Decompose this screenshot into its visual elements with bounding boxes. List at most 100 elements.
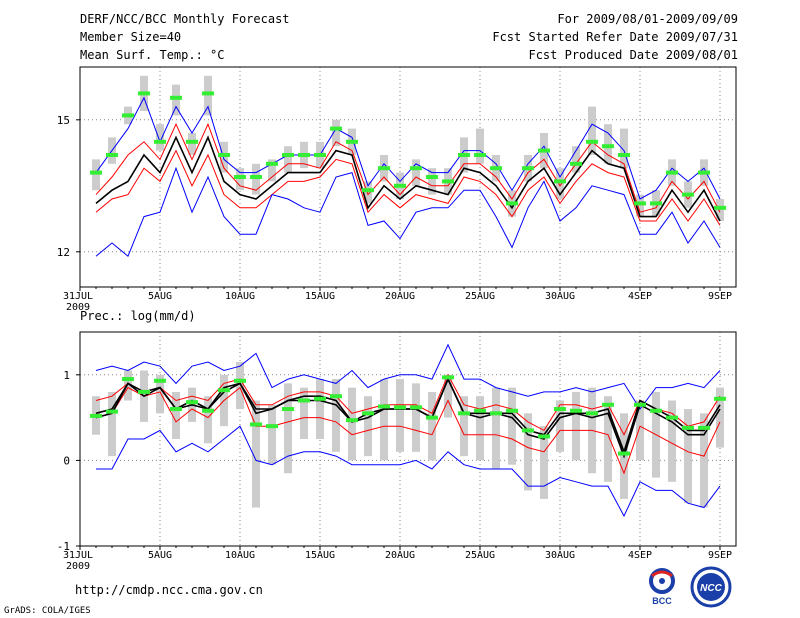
observed-marker bbox=[266, 161, 278, 166]
spread-box bbox=[236, 168, 244, 191]
observed-marker bbox=[506, 201, 518, 206]
observed-marker bbox=[106, 153, 118, 157]
spread-box bbox=[156, 124, 164, 151]
spread-box bbox=[188, 133, 196, 155]
x-tick-label: 15AUG bbox=[305, 291, 335, 302]
observed-marker bbox=[554, 179, 566, 184]
observed-marker bbox=[330, 394, 342, 399]
x-tick-label: 30AUG bbox=[545, 291, 575, 302]
observed-marker bbox=[714, 205, 726, 210]
forecast-period: For 2009/08/01-2009/09/09 bbox=[557, 12, 738, 26]
ncc-logo-text: NCC bbox=[700, 583, 722, 594]
spread-box bbox=[268, 159, 276, 182]
x-tick-label: 30AUG bbox=[545, 550, 575, 561]
observed-marker bbox=[442, 375, 454, 380]
observed-marker bbox=[682, 192, 694, 197]
spread-box bbox=[236, 361, 244, 410]
observed-marker bbox=[394, 183, 406, 188]
spread-box bbox=[316, 379, 324, 439]
observed-marker bbox=[666, 415, 678, 420]
x-tick-label: 9SEP bbox=[708, 291, 732, 302]
observed-marker bbox=[618, 451, 630, 456]
spread-box bbox=[220, 141, 228, 173]
observed-marker bbox=[90, 413, 102, 418]
series-line-ensemble-max bbox=[95, 96, 721, 200]
observed-marker bbox=[410, 166, 422, 171]
spread-box bbox=[268, 404, 276, 465]
spread-box bbox=[508, 387, 516, 465]
observed-marker bbox=[650, 408, 662, 413]
chart-title: DERF/NCC/BCC Monthly Forecast bbox=[80, 12, 290, 26]
spread-box bbox=[92, 159, 100, 191]
x-tick-label: 10AUG bbox=[225, 550, 255, 561]
x-tick-label: 31JUL bbox=[63, 550, 93, 561]
observed-marker bbox=[458, 153, 470, 157]
spread-box bbox=[604, 396, 612, 482]
x-tick-label: 5AUG bbox=[148, 291, 172, 302]
observed-marker bbox=[666, 170, 678, 175]
spread-box bbox=[524, 413, 532, 491]
spread-box bbox=[700, 413, 708, 508]
spread-box bbox=[492, 387, 500, 469]
series-line-second-member bbox=[95, 377, 721, 459]
x-tick-label: 4SEP bbox=[628, 291, 652, 302]
observed-marker bbox=[186, 139, 198, 144]
observed-marker bbox=[378, 166, 390, 171]
observed-marker bbox=[330, 126, 342, 131]
spread-box bbox=[348, 387, 356, 461]
spread-box bbox=[364, 181, 372, 204]
observed-marker bbox=[522, 428, 534, 433]
spread-box bbox=[668, 400, 676, 482]
observed-marker bbox=[634, 201, 646, 206]
observed-marker bbox=[538, 434, 550, 439]
spread-box bbox=[476, 128, 484, 164]
x-tick-label: 5AUG bbox=[148, 550, 172, 561]
observed-marker bbox=[170, 95, 182, 100]
observed-marker bbox=[474, 408, 486, 413]
plot-frame bbox=[79, 331, 737, 547]
spread-box bbox=[444, 374, 452, 418]
spread-box bbox=[332, 379, 340, 452]
spread-box bbox=[332, 119, 340, 147]
spread-box bbox=[396, 379, 404, 452]
observed-marker bbox=[698, 425, 710, 430]
observed-marker bbox=[714, 396, 726, 401]
spread-box bbox=[284, 146, 292, 173]
series-line-mean bbox=[95, 135, 721, 222]
observed-marker bbox=[346, 139, 358, 144]
x-tick-label: 25AUG bbox=[465, 550, 495, 561]
observed-marker bbox=[90, 170, 102, 175]
observed-marker bbox=[522, 166, 534, 171]
observed-marker bbox=[186, 400, 198, 405]
x-tick-label: 2009 bbox=[66, 561, 90, 572]
series-line-lower bbox=[95, 149, 721, 226]
observed-marker bbox=[490, 166, 502, 171]
observed-marker bbox=[378, 404, 390, 409]
observed-marker bbox=[586, 139, 598, 144]
observed-marker bbox=[314, 153, 326, 157]
observed-marker bbox=[298, 398, 310, 403]
spread-box bbox=[460, 396, 468, 457]
x-tick-label: 2009 bbox=[66, 302, 90, 313]
observed-marker bbox=[234, 378, 246, 383]
observed-marker bbox=[554, 407, 566, 412]
observed-marker bbox=[314, 396, 326, 401]
spread-box bbox=[428, 391, 436, 461]
ncc-logo-icon: NCC bbox=[690, 566, 732, 608]
observed-marker bbox=[138, 389, 150, 394]
observed-marker bbox=[106, 409, 118, 414]
observed-marker bbox=[634, 402, 646, 407]
x-tick-label: 31JUL bbox=[63, 291, 93, 302]
observed-marker bbox=[154, 139, 166, 144]
spread-box bbox=[556, 400, 564, 452]
observed-marker bbox=[218, 153, 230, 157]
spread-box bbox=[172, 84, 180, 116]
spread-box bbox=[204, 396, 212, 444]
spread-box bbox=[284, 383, 292, 474]
source-url[interactable]: http://cmdp.ncc.cma.gov.cn bbox=[75, 583, 263, 597]
observed-marker bbox=[506, 408, 518, 413]
observed-marker bbox=[218, 388, 230, 393]
spread-box bbox=[252, 163, 260, 195]
observed-marker bbox=[266, 424, 278, 429]
